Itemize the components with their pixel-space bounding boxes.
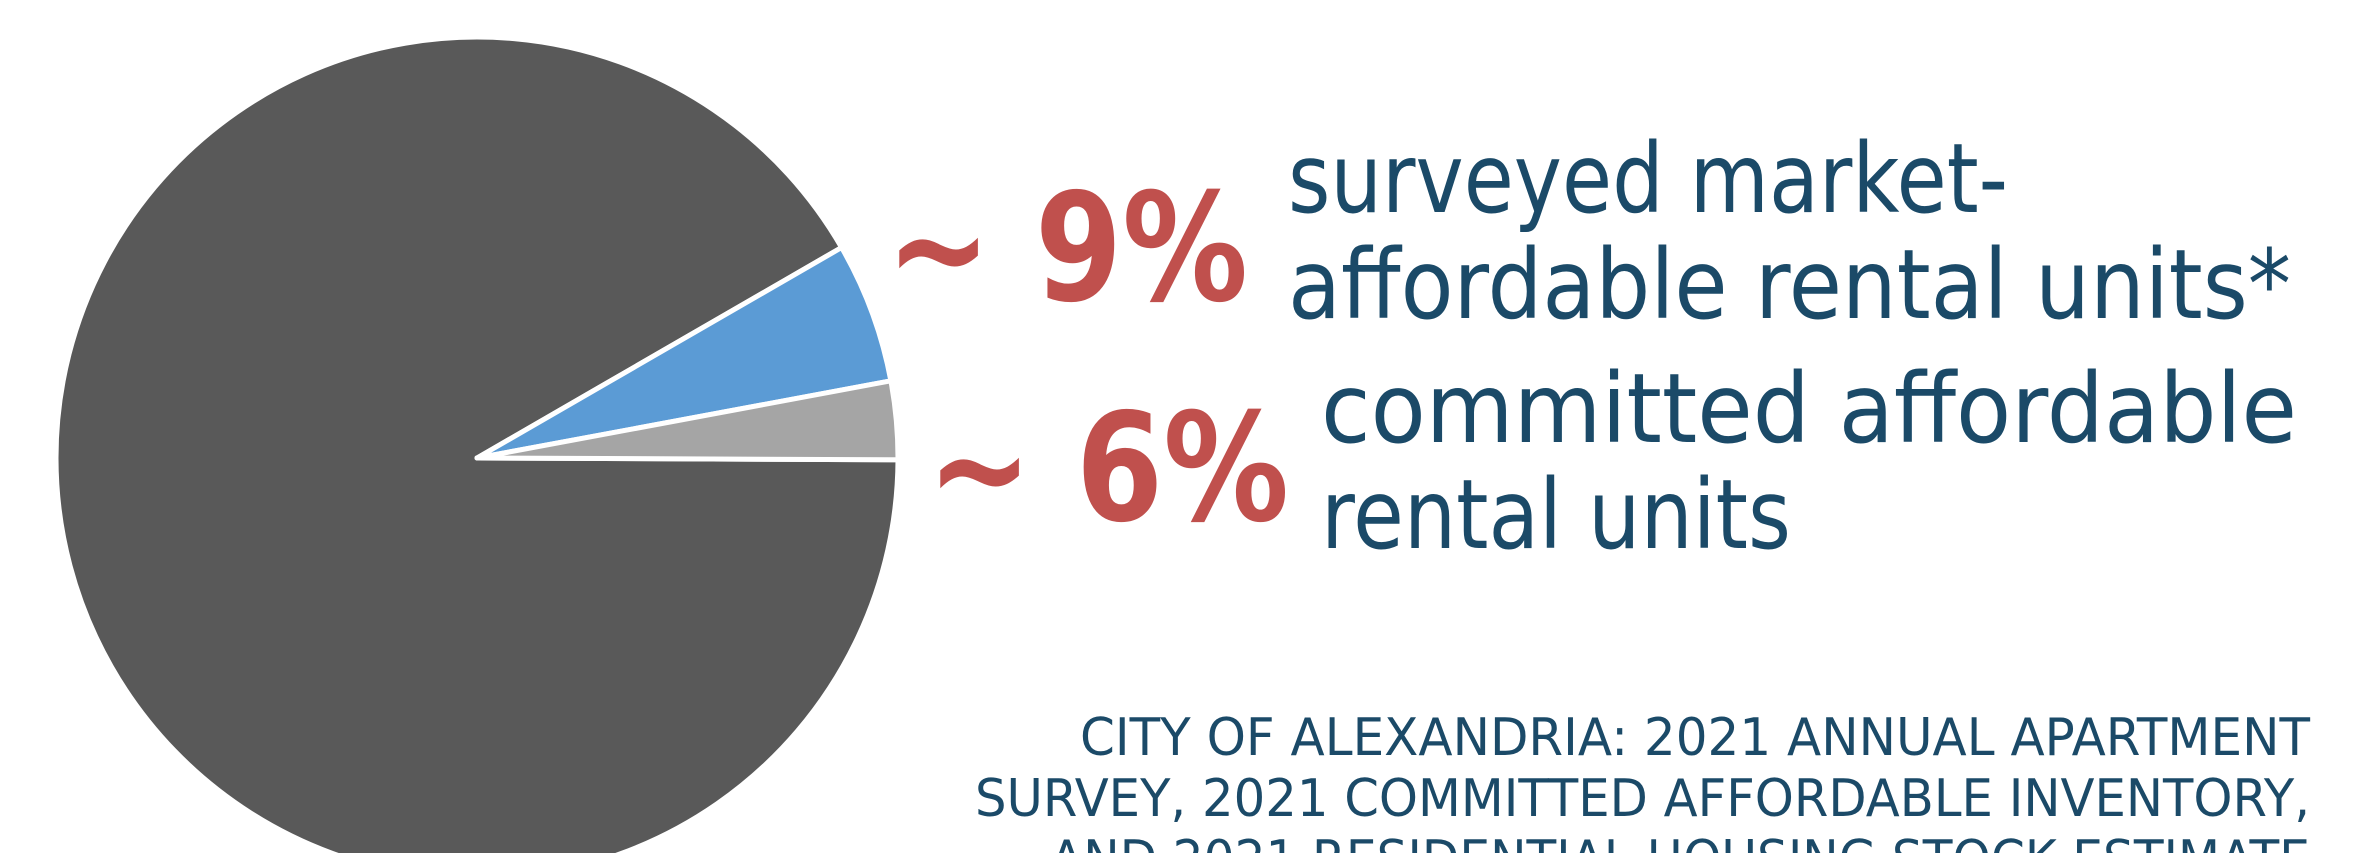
source-text: AND 2021 RESIDENTIAL HOUSING STOCK ESTIM… (1050, 830, 2310, 853)
annotation-value: ~ 6% (927, 382, 1289, 556)
pie-slice (474, 378, 901, 463)
source-text: CITY OF ALEXANDRIA: 2021 ANNUAL APARTMEN… (1080, 708, 2310, 768)
annotation-text: rental units (1321, 459, 1791, 571)
pie (53, 34, 901, 853)
pie-slice (474, 245, 894, 461)
annotation-value: ~ 9% (886, 162, 1248, 336)
annotation-text: committed affordable (1321, 353, 2297, 465)
pie-slice (53, 34, 901, 853)
annotation-text: surveyed market- (1288, 123, 2008, 235)
annotation-text: affordable rental units* (1288, 229, 2291, 341)
source-text: SURVEY, 2021 COMMITTED AFFORDABLE INVENT… (975, 769, 2310, 829)
